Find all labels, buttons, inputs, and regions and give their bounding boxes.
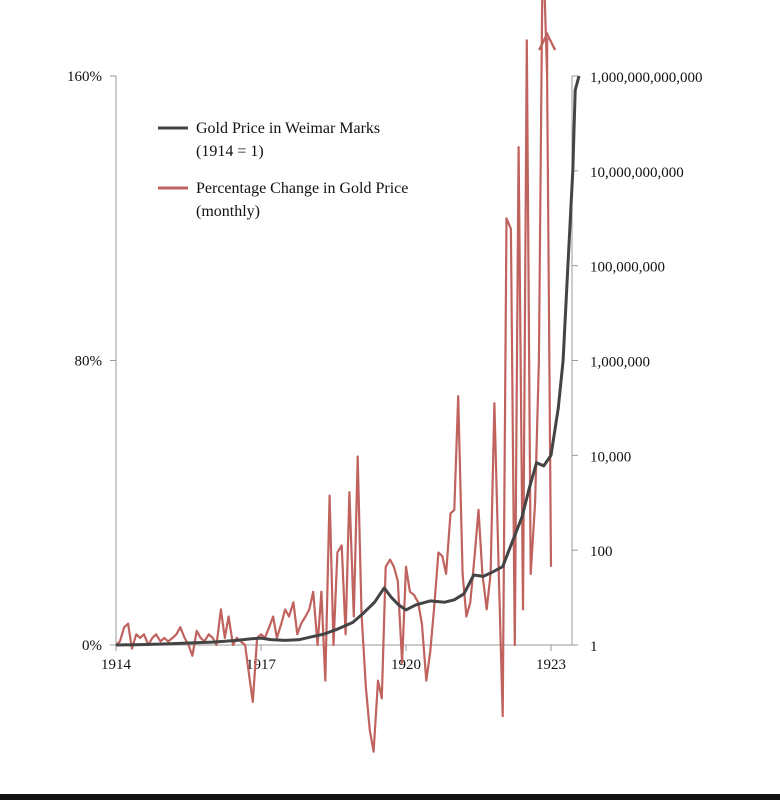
left-tick-label: 160% [67,69,102,85]
x-tick-label: 1920 [391,657,421,673]
legend: Gold Price in Weimar Marks (1914 = 1) Perc… [158,120,408,220]
right-tick-label: 100 [590,544,613,560]
right-tick-label: 10,000 [590,449,631,465]
ticks-layer: 0% 80% 160% 1 100 10,000 1,000,000 100,000,000 1… [67,69,703,673]
legend-entry-line1: Percentage Change in Gold Price [196,180,408,197]
gold-price-line [115,75,581,647]
x-tick-label: 1923 [536,657,566,673]
left-tick-label: 0% [82,638,102,654]
x-tick-label: 1917 [246,657,277,673]
legend-entry-line1: Gold Price in Weimar Marks [196,120,380,137]
bottom-border [0,794,780,800]
right-tick-label: 10,000,000,000 [590,165,684,181]
right-tick-label: 1 [590,639,598,655]
right-tick-label: 1,000,000 [590,355,650,371]
percentage-change-line [115,0,553,753]
left-tick-label: 80% [75,354,103,370]
right-tick-label: 1,000,000,000,000 [590,70,703,86]
arrow-head-icon [538,31,557,51]
legend-entry-line2: (1914 = 1) [196,143,264,160]
arrow-layer [538,31,557,76]
series-layer [115,0,581,753]
legend-entry-line2: (monthly) [196,203,260,220]
x-tick-label: 1914 [101,657,132,673]
right-tick-label: 100,000,000 [590,260,665,276]
